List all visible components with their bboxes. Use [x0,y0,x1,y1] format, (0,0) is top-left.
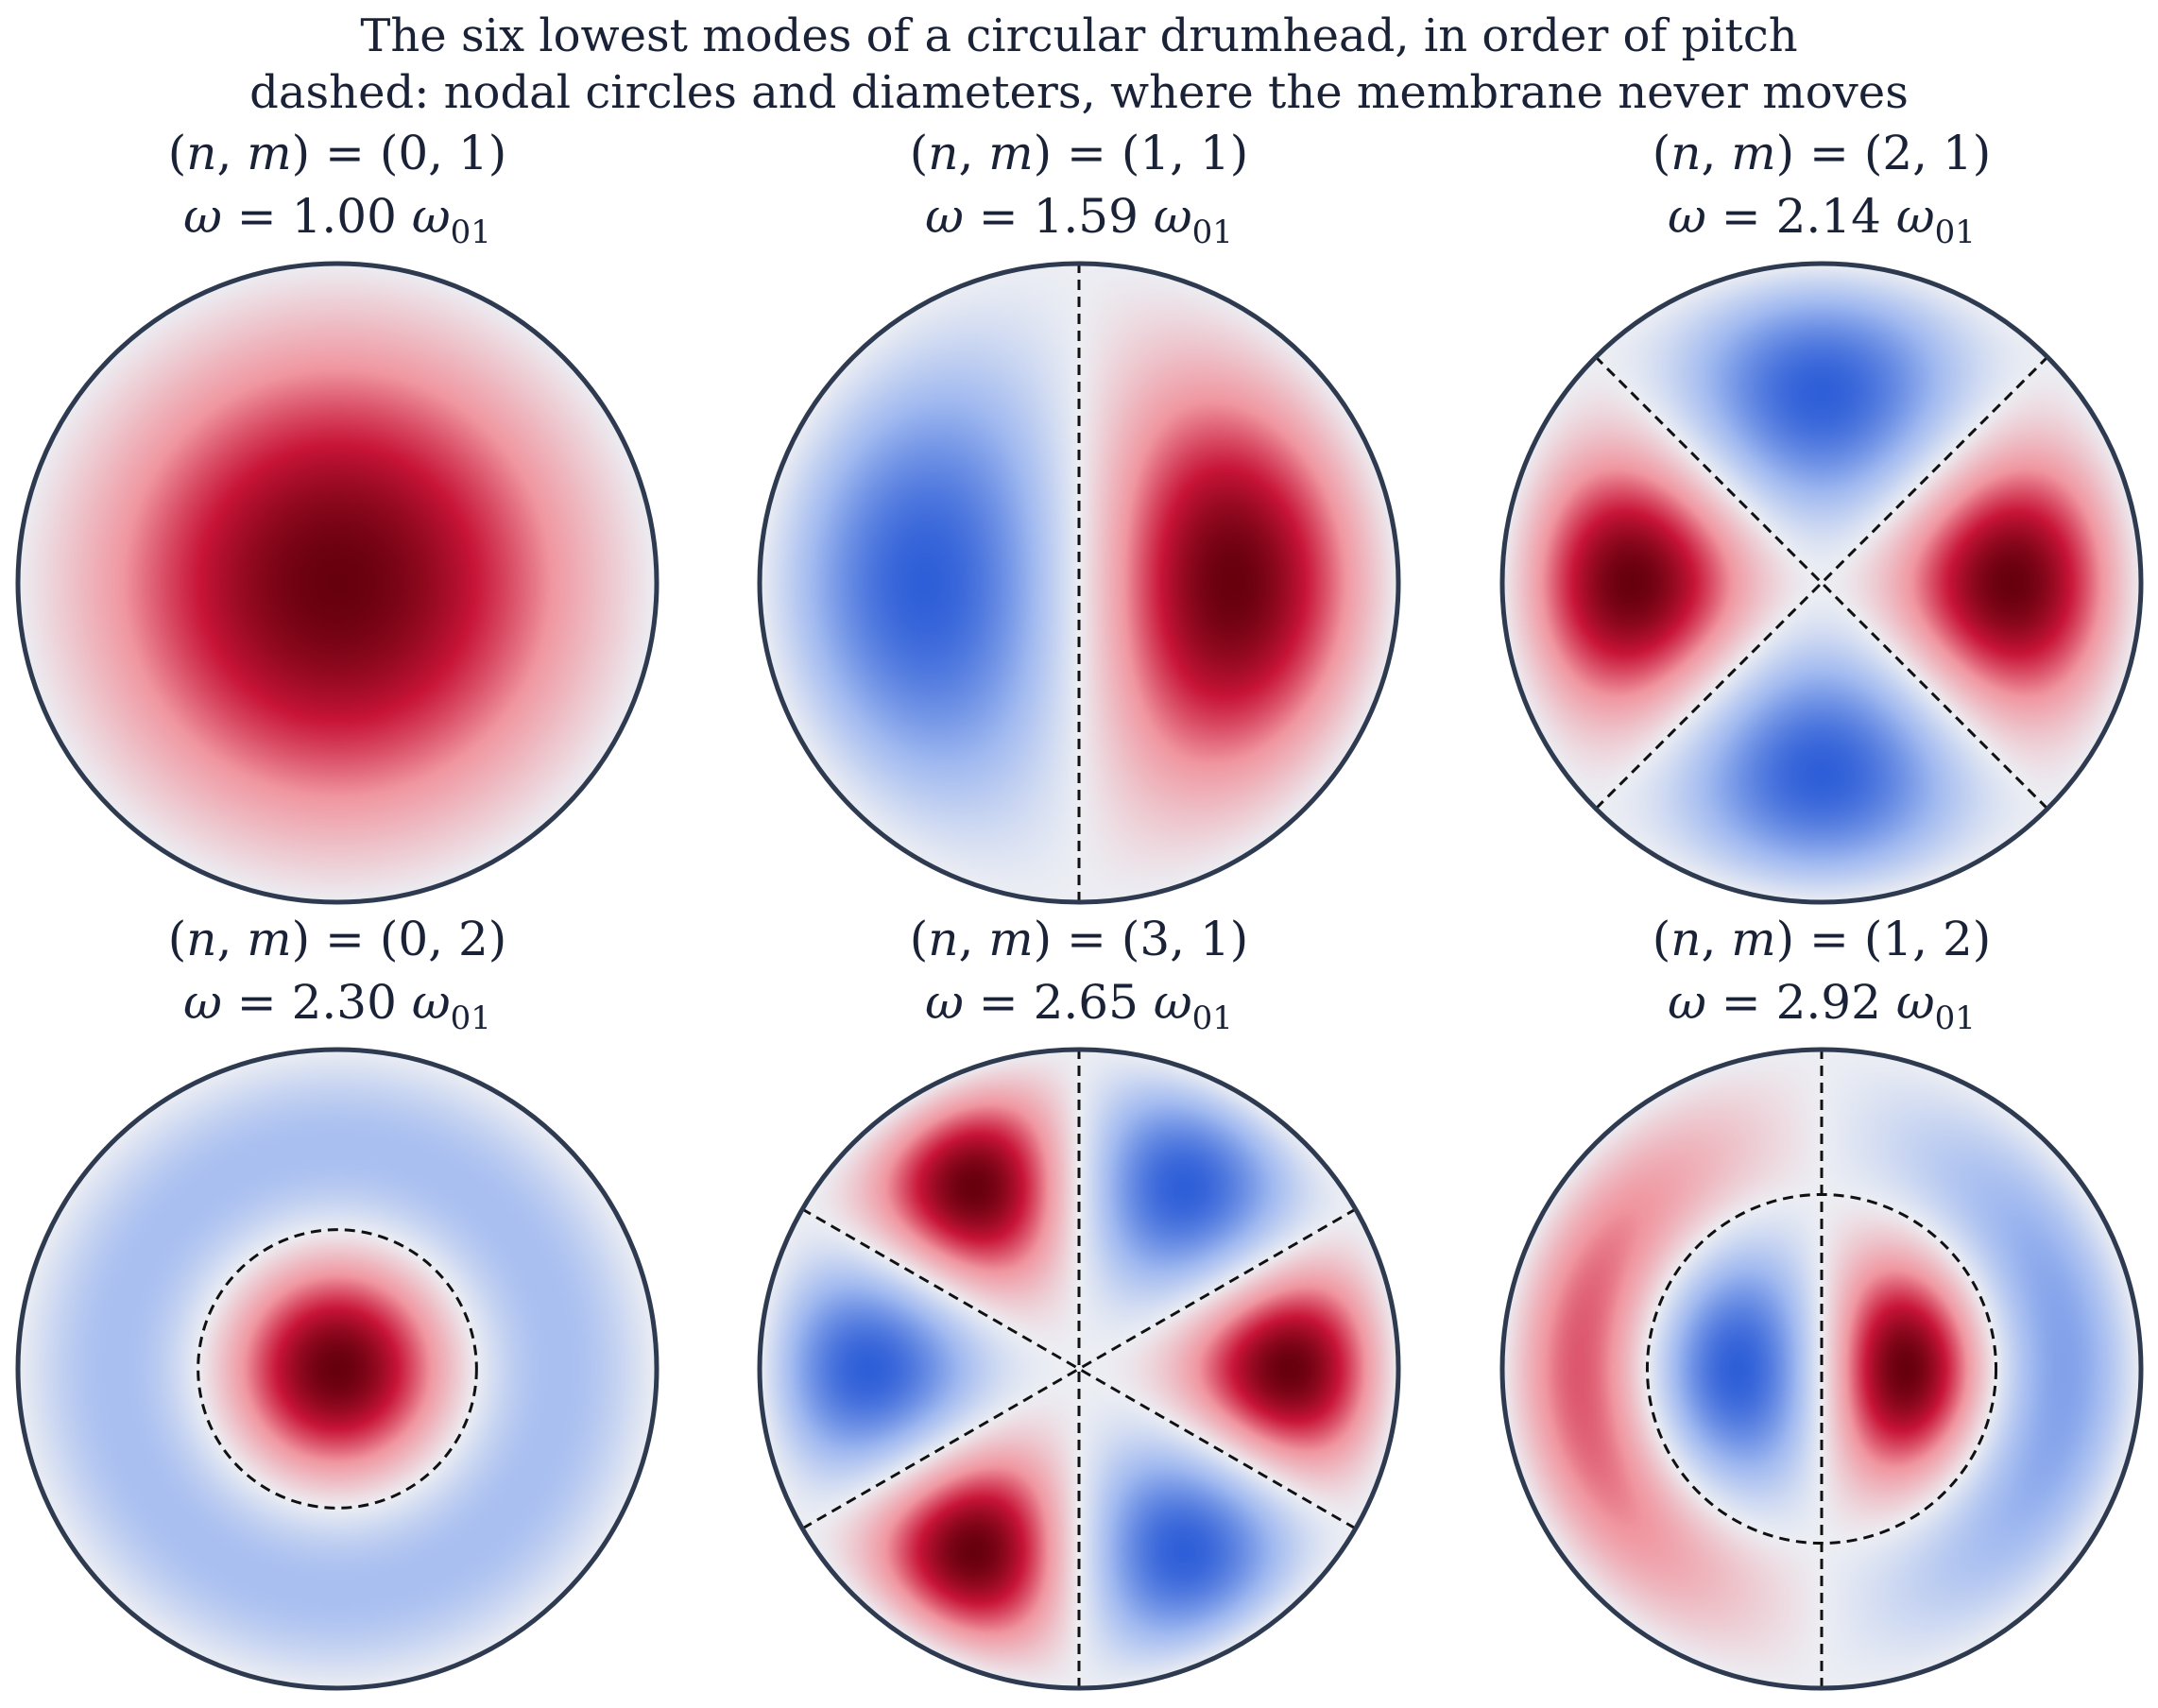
nodal-circle [197,1228,478,1510]
drumhead-rim [1499,261,2144,905]
membrane-displacement [760,1050,1398,1688]
drumhead-rim [15,1047,659,1691]
mode-panels: (n, m) = (0, 1) ω = 1.00 ω01 (n, m) = (1, … [15,126,2144,1691]
mode-panel-3-1: (n, m) = (3, 1) ω = 2.65 ω01 [757,912,1401,1691]
mode-panel-0-2: (n, m) = (0, 2) ω = 2.30 ω01 [15,912,659,1691]
figure-subtitle: dashed: nodal circles and diameters, whe… [249,66,1909,119]
mode-label-omega: ω = 2.65 ω01 [925,975,1233,1037]
nodal-diameter [1594,355,2049,811]
mode-label-omega: ω = 1.00 ω01 [183,189,491,251]
drumhead-rim [757,261,1401,905]
mode-label-omega: ω = 2.14 ω01 [1668,189,1976,251]
mode-panel-1-2: (n, m) = (1, 2) ω = 2.92 ω01 [1499,912,2144,1691]
membrane-displacement [760,264,1398,902]
nodal-diameter [801,1207,1357,1530]
mode-label-omega: ω = 1.59 ω01 [925,189,1233,251]
drumhead-rim [1499,1047,2144,1691]
drumhead-rim [15,261,659,905]
nodal-diameter [1594,355,2049,811]
mode-label-omega: ω = 2.30 ω01 [183,975,491,1037]
membrane-displacement [1502,1050,2141,1688]
figure-title: The six lowest modes of a circular drumh… [360,9,1797,62]
mode-panel-1-1: (n, m) = (1, 1) ω = 1.59 ω01 [757,126,1401,905]
mode-label-nm: (n, m) = (2, 1) [1653,126,1992,180]
mode-label-nm: (n, m) = (3, 1) [910,912,1249,966]
nodal-diameter [801,1207,1357,1530]
mode-label-nm: (n, m) = (1, 1) [910,126,1249,180]
drumhead-rim [757,1047,1401,1691]
membrane-displacement [18,264,657,902]
mode-label-nm: (n, m) = (1, 2) [1653,912,1992,966]
membrane-displacement [18,1050,657,1688]
nodal-circle [1645,1192,1998,1546]
mode-label-omega: ω = 2.92 ω01 [1668,975,1976,1037]
mode-label-nm: (n, m) = (0, 2) [168,912,507,966]
mode-panel-0-1: (n, m) = (0, 1) ω = 1.00 ω01 [15,126,659,905]
mode-panel-2-1: (n, m) = (2, 1) ω = 2.14 ω01 [1499,126,2144,905]
mode-label-nm: (n, m) = (0, 1) [168,126,507,180]
